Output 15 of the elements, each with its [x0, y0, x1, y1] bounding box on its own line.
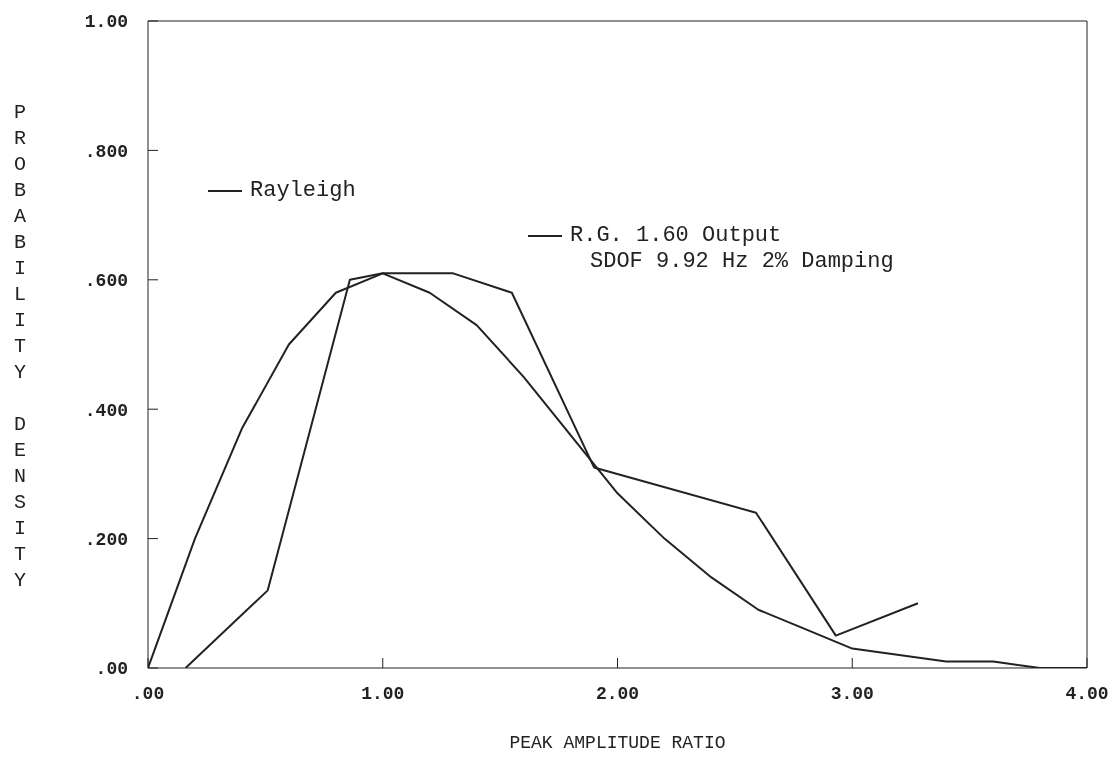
x-tick-label: 4.00: [1065, 683, 1109, 704]
text: PROBABILITY DENSITY: [13, 100, 27, 592]
x-tick-label: 2.00: [595, 683, 640, 704]
y-tick-label: .200: [84, 529, 128, 550]
x-tick-label: .00: [131, 683, 165, 704]
x-tick-label: 3.00: [830, 683, 874, 704]
y-tick-label: .00: [95, 659, 128, 680]
y-tick-label: .600: [84, 271, 128, 292]
legend-label: Rayleigh: [250, 178, 356, 204]
y-tick-label: .800: [84, 141, 128, 162]
x-tick-label: 1.00: [361, 683, 405, 704]
y-tick-label: 1.00: [84, 12, 128, 33]
y-tick-label: .400: [84, 400, 128, 421]
x-axis-title: PEAK AMPLITUDE RATIO: [509, 733, 726, 753]
legend-label: R.G. 1.60 Output SDOF 9.92 Hz 2% Damping: [570, 223, 894, 275]
